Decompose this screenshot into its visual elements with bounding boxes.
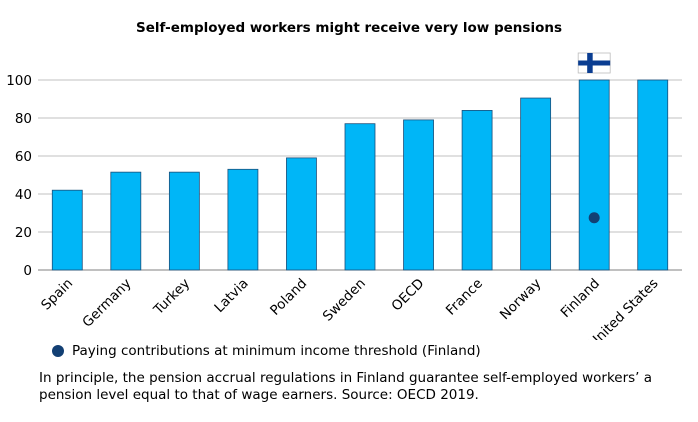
y-tick-label: 20 xyxy=(15,225,32,241)
x-tick-label: Turkey xyxy=(150,276,193,319)
y-tick-label: 40 xyxy=(15,187,32,203)
bar-germany xyxy=(110,171,142,271)
x-axis-ticks: Spain Germany Turkey Latvia Poland Sweden OECD… xyxy=(38,276,661,340)
finland-flag-icon xyxy=(577,52,611,74)
bar-oecd xyxy=(403,119,434,271)
flag-cross-horizontal xyxy=(578,60,611,66)
x-tick-label: Sweden xyxy=(320,276,369,325)
x-tick-label: Finland xyxy=(558,276,603,321)
legend-marker-dot xyxy=(52,345,64,357)
bar-norway xyxy=(520,97,552,271)
bar-latvia xyxy=(227,168,259,271)
x-tick-label: OECD xyxy=(388,276,427,315)
x-tick-label: Germany xyxy=(79,276,134,331)
y-tick-label: 100 xyxy=(6,73,32,89)
x-tick-label: Spain xyxy=(38,276,76,314)
chart-title: Self-employed workers might receive very… xyxy=(135,20,562,36)
bar-france xyxy=(461,110,493,271)
y-tick-label: 0 xyxy=(23,263,32,279)
y-tick-label: 80 xyxy=(15,111,32,127)
x-tick-label: Latvia xyxy=(211,276,251,316)
x-tick-label: Norway xyxy=(497,276,545,324)
bar-finland xyxy=(578,79,610,271)
bar-united-states xyxy=(637,79,669,271)
y-tick-label: 60 xyxy=(15,149,32,165)
bar-spain xyxy=(51,189,83,271)
legend-label: Paying contributions at minimum income t… xyxy=(72,343,481,359)
bar-turkey xyxy=(168,171,200,271)
bar-poland xyxy=(286,157,317,271)
markers xyxy=(588,212,600,224)
y-axis-ticks: 0 20 40 60 80 100 xyxy=(6,73,32,279)
bars xyxy=(51,79,669,271)
x-tick-label: Poland xyxy=(267,276,310,319)
x-tick-label: France xyxy=(443,276,486,319)
bar-sweden xyxy=(344,123,376,271)
footnote: In principle, the pension accrual regula… xyxy=(39,370,653,403)
legend: Paying contributions at minimum income t… xyxy=(52,343,481,359)
bar-chart: 0 20 40 60 80 100 Spain Germany Turkey Latvia Pol… xyxy=(6,52,682,340)
marker-point xyxy=(588,212,600,224)
